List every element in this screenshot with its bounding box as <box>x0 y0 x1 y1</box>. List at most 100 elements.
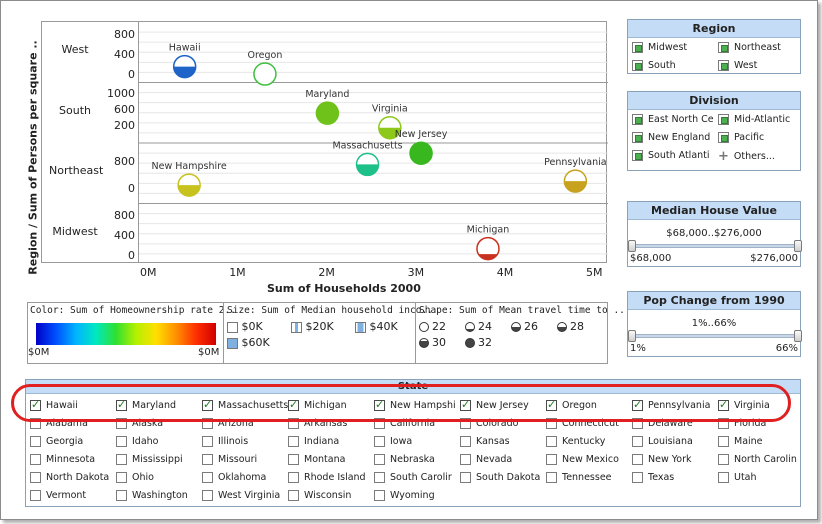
division-option-east-north-central[interactable]: East North Ce <box>632 114 714 125</box>
state-option-delaware[interactable]: Delaware <box>632 418 693 429</box>
checkbox-icon[interactable] <box>460 436 471 447</box>
state-option-georgia[interactable]: Georgia <box>30 436 83 447</box>
checkbox-icon[interactable] <box>632 436 643 447</box>
data-point-pennsylvania[interactable]: Pennsylvania <box>544 157 607 193</box>
state-option-california[interactable]: California <box>374 418 435 429</box>
checkbox-icon[interactable] <box>632 454 643 465</box>
checkbox-icon[interactable] <box>30 472 41 483</box>
checked-checkbox-icon[interactable] <box>374 398 385 411</box>
checkbox-icon[interactable] <box>632 60 643 71</box>
checkbox-icon[interactable] <box>632 150 643 161</box>
checkbox-icon[interactable] <box>632 42 643 53</box>
state-option-wyoming[interactable]: Wyoming <box>374 490 435 501</box>
data-point-maryland[interactable]: Maryland <box>305 89 349 125</box>
state-option-utah[interactable]: Utah <box>718 472 757 483</box>
color-legend[interactable]: Color: Sum of Homeownership rate 2.. $0M… <box>28 303 236 363</box>
data-point-massachusetts[interactable]: Massachusetts <box>332 140 403 177</box>
state-option-west-virginia[interactable]: West Virginia <box>202 490 280 501</box>
state-option-florida[interactable]: Florida <box>718 418 766 429</box>
division-option-new-england[interactable]: New England <box>632 132 710 143</box>
checkbox-icon[interactable] <box>718 132 729 143</box>
checkbox-icon[interactable] <box>718 114 729 125</box>
checked-checkbox-icon[interactable] <box>202 398 213 411</box>
state-option-mississippi[interactable]: Mississippi <box>116 454 183 465</box>
state-option-maine[interactable]: Maine <box>718 436 763 447</box>
checkbox-icon[interactable] <box>288 490 299 501</box>
state-option-tennessee[interactable]: Tennessee <box>546 472 612 483</box>
checkbox-icon[interactable] <box>202 454 213 465</box>
checked-checkbox-icon[interactable] <box>546 398 557 411</box>
shape-legend[interactable]: Shape: Sum of Mean travel time to .. 22 2… <box>417 303 625 363</box>
state-option-oklahoma[interactable]: Oklahoma <box>202 472 266 483</box>
division-option-pacific[interactable]: Pacific <box>718 132 764 143</box>
state-option-pennsylvania[interactable]: Pennsylvania <box>632 398 710 411</box>
state-option-maryland[interactable]: Maryland <box>116 398 176 411</box>
checkbox-icon[interactable] <box>202 418 213 429</box>
data-point-virginia[interactable]: Virginia <box>372 104 408 140</box>
state-option-wisconsin[interactable]: Wisconsin <box>288 490 351 501</box>
pop-change-slider-max-handle[interactable] <box>794 330 802 342</box>
state-option-montana[interactable]: Montana <box>288 454 345 465</box>
state-option-iowa[interactable]: Iowa <box>374 436 412 447</box>
division-others-link[interactable]: + Others... <box>718 149 775 164</box>
data-point-oregon[interactable]: Oregon <box>248 50 283 86</box>
state-option-alaska[interactable]: Alaska <box>116 418 163 429</box>
checkbox-icon[interactable] <box>460 472 471 483</box>
state-option-texas[interactable]: Texas <box>632 472 674 483</box>
state-option-north-dakota[interactable]: North Dakota <box>30 472 109 483</box>
state-option-minnesota[interactable]: Minnesota <box>30 454 95 465</box>
checked-checkbox-icon[interactable] <box>718 398 729 411</box>
state-option-south-carolir[interactable]: South Carolir <box>374 472 452 483</box>
checkbox-icon[interactable] <box>718 60 729 71</box>
checkbox-icon[interactable] <box>460 454 471 465</box>
state-option-nevada[interactable]: Nevada <box>460 454 512 465</box>
state-option-colorado[interactable]: Colorado <box>460 418 518 429</box>
state-option-arkansas[interactable]: Arkansas <box>288 418 347 429</box>
data-point-hawaii[interactable]: Hawaii <box>169 43 201 79</box>
state-option-idaho[interactable]: Idaho <box>116 436 159 447</box>
checkbox-icon[interactable] <box>546 436 557 447</box>
state-option-indiana[interactable]: Indiana <box>288 436 339 447</box>
checkbox-icon[interactable] <box>374 490 385 501</box>
region-option-midwest[interactable]: Midwest <box>632 42 687 53</box>
state-option-massachusetts[interactable]: Massachusetts <box>202 398 288 411</box>
checkbox-icon[interactable] <box>374 454 385 465</box>
state-option-louisiana[interactable]: Louisiana <box>632 436 693 447</box>
state-option-alabama[interactable]: Alabama <box>30 418 88 429</box>
checkbox-icon[interactable] <box>116 490 127 501</box>
checkbox-icon[interactable] <box>30 418 41 429</box>
checked-checkbox-icon[interactable] <box>460 398 471 411</box>
pop-change-slider-track[interactable] <box>632 334 796 338</box>
checkbox-icon[interactable] <box>718 472 729 483</box>
checkbox-icon[interactable] <box>116 472 127 483</box>
median-house-slider-max-handle[interactable] <box>794 240 802 252</box>
pop-change-slider-min-handle[interactable] <box>628 330 636 342</box>
checkbox-icon[interactable] <box>632 418 643 429</box>
state-option-michigan[interactable]: Michigan <box>288 398 347 411</box>
state-option-south-dakota[interactable]: South Dakota <box>460 472 540 483</box>
checkbox-icon[interactable] <box>632 114 643 125</box>
data-point-new-jersey[interactable]: New Jersey <box>395 129 448 165</box>
checkbox-icon[interactable] <box>30 454 41 465</box>
checkbox-icon[interactable] <box>202 490 213 501</box>
checkbox-icon[interactable] <box>546 472 557 483</box>
division-option-south-atlantic[interactable]: South Atlanti <box>632 150 710 161</box>
checked-checkbox-icon[interactable] <box>632 398 643 411</box>
state-option-kentucky[interactable]: Kentucky <box>546 436 605 447</box>
state-option-ohio[interactable]: Ohio <box>116 472 154 483</box>
state-option-new-jersey[interactable]: New Jersey <box>460 398 529 411</box>
state-option-north-carolin[interactable]: North Carolin <box>718 454 797 465</box>
state-option-virginia[interactable]: Virginia <box>718 398 770 411</box>
data-point-new-hampshire[interactable]: New Hampshire <box>152 161 227 197</box>
checkbox-icon[interactable] <box>546 454 557 465</box>
checkbox-icon[interactable] <box>374 418 385 429</box>
checkbox-icon[interactable] <box>632 132 643 143</box>
data-point-michigan[interactable]: Michigan <box>467 225 510 261</box>
division-option-mid-atlantic[interactable]: Mid-Atlantic <box>718 114 790 125</box>
checkbox-icon[interactable] <box>288 418 299 429</box>
checkbox-icon[interactable] <box>718 436 729 447</box>
checkbox-icon[interactable] <box>288 436 299 447</box>
region-option-northeast[interactable]: Northeast <box>718 42 781 53</box>
checkbox-icon[interactable] <box>374 436 385 447</box>
checkbox-icon[interactable] <box>718 454 729 465</box>
